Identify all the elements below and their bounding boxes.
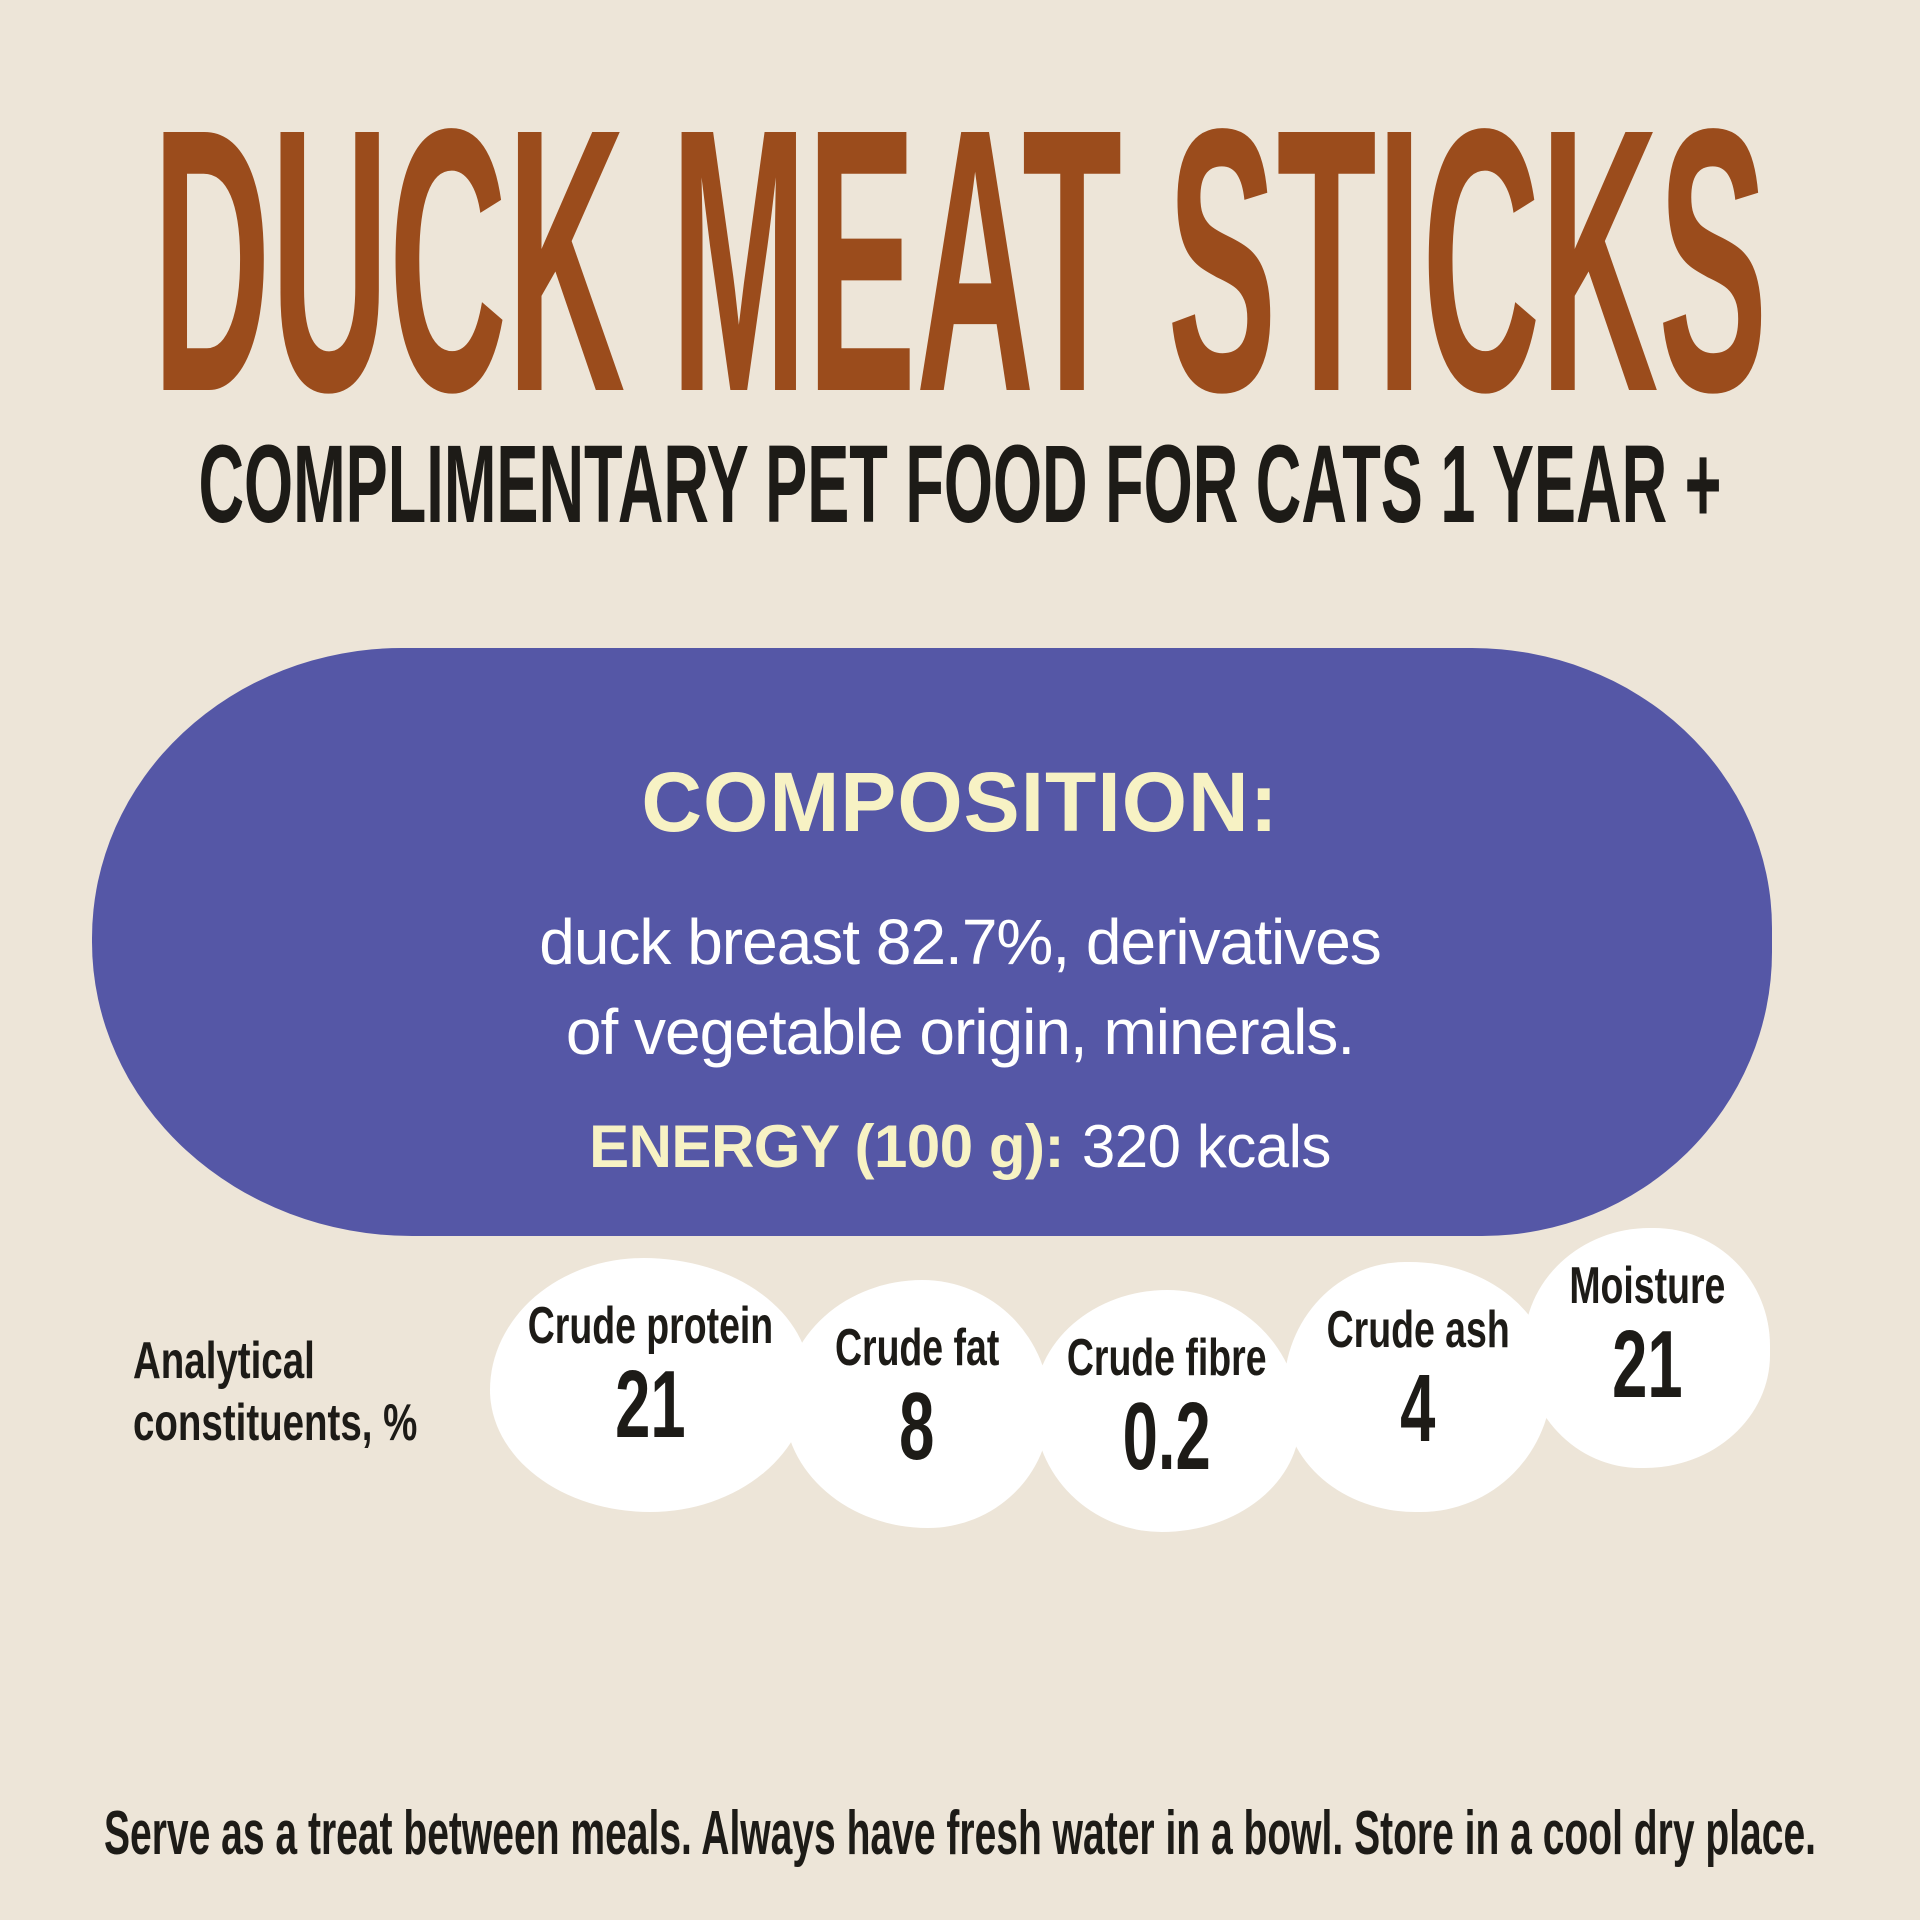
constituent-value: 0.2 (1122, 1383, 1212, 1491)
title-banner: DUCK MEAT STICKS (153, 52, 1768, 470)
constituent-blob-crude-fibre: Crude fibre 0.2 (1034, 1290, 1300, 1532)
constituent-blob-moisture: Moisture 21 (1524, 1228, 1770, 1468)
constituent-name: Crude fibre (1067, 1329, 1267, 1387)
page-subtitle: COMPLIMENTARY PET FOOD FOR CATS 1 YEAR + (199, 423, 1722, 546)
energy-line: ENERGY (100 g): 320 kcals (589, 1112, 1331, 1181)
constituent-name: Crude fat (834, 1319, 1000, 1377)
constituent-blob-crude-fat: Crude fat 8 (784, 1280, 1050, 1528)
page-title: DUCK MEAT STICKS (153, 52, 1768, 470)
energy-value: 320 kcals (1081, 1113, 1331, 1180)
constituent-name: Crude protein (527, 1297, 773, 1355)
constituent-value: 8 (899, 1373, 935, 1481)
constituent-value: 21 (614, 1351, 686, 1459)
analytical-label-line-1: Analytical (133, 1332, 315, 1390)
composition-heading: COMPOSITION: (641, 755, 1279, 849)
constituent-value: 21 (1611, 1311, 1683, 1419)
constituent-name: Crude ash (1326, 1301, 1510, 1359)
energy-label: ENERGY (100 g): (589, 1113, 1064, 1180)
subtitle-banner: COMPLIMENTARY PET FOOD FOR CATS 1 YEAR + (199, 423, 1722, 546)
constituent-value: 4 (1400, 1355, 1436, 1463)
constituent-blob-crude-ash: Crude ash 4 (1284, 1262, 1552, 1512)
storage-instructions: Serve as a treat between meals. Always h… (104, 1799, 1816, 1868)
analytical-label-line-2: constituents, % (133, 1394, 418, 1452)
composition-line-1: duck breast 82.7%, derivatives (539, 906, 1382, 978)
constituent-blob-crude-protein: Crude protein 21 (490, 1258, 810, 1512)
composition-line-2: of vegetable origin, minerals. (565, 996, 1355, 1068)
footer-banner: Serve as a treat between meals. Always h… (104, 1799, 1816, 1868)
composition-panel (92, 648, 1772, 1236)
analytical-constituents-label: Analytical constituents, % (133, 1330, 417, 1454)
constituent-name: Moisture (1568, 1257, 1726, 1315)
